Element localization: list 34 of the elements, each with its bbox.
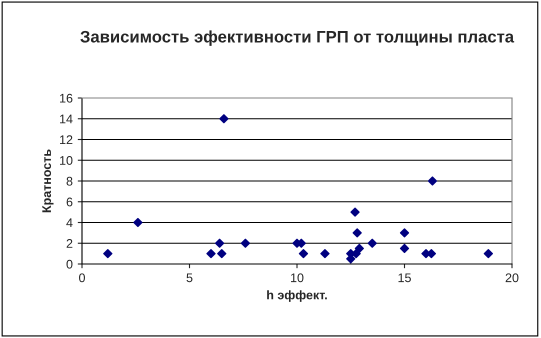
point: [484, 249, 493, 258]
point: [354, 244, 364, 254]
point: [240, 238, 250, 248]
y-tick-label: 10: [60, 156, 72, 165]
point: [320, 249, 330, 258]
point: [352, 228, 362, 238]
x-tick-label: 0: [79, 273, 85, 282]
y-tick-label: 16: [60, 94, 72, 103]
x-tick-label: 15: [398, 273, 411, 282]
chart-title: Зависимость эфективности ГРП от толщины пласта: [80, 30, 514, 46]
x-tick-label: 10: [291, 273, 304, 282]
y-tick-label: 6: [66, 198, 72, 206]
y-tick-label: 2: [66, 239, 72, 248]
y-tick-label: 0: [66, 260, 72, 269]
point: [298, 249, 308, 258]
y-tick-label: 14: [60, 114, 73, 124]
point: [206, 249, 216, 258]
point: [133, 218, 143, 228]
y-tick-label: 12: [60, 135, 72, 144]
y-axis-title: Кратность: [42, 149, 54, 212]
point: [214, 238, 224, 248]
y-tick-label: 8: [66, 176, 72, 186]
x-axis-title: h эффект.: [267, 290, 327, 302]
x-tick-label: 5: [186, 273, 192, 282]
point: [400, 228, 410, 238]
point: [217, 249, 226, 258]
point: [428, 176, 438, 186]
point: [400, 244, 410, 254]
x-tick-label: 20: [506, 273, 518, 282]
y-tick-label: 4: [66, 218, 73, 228]
point: [368, 238, 377, 248]
point: [219, 114, 229, 124]
point: [103, 249, 112, 258]
point: [350, 208, 360, 217]
